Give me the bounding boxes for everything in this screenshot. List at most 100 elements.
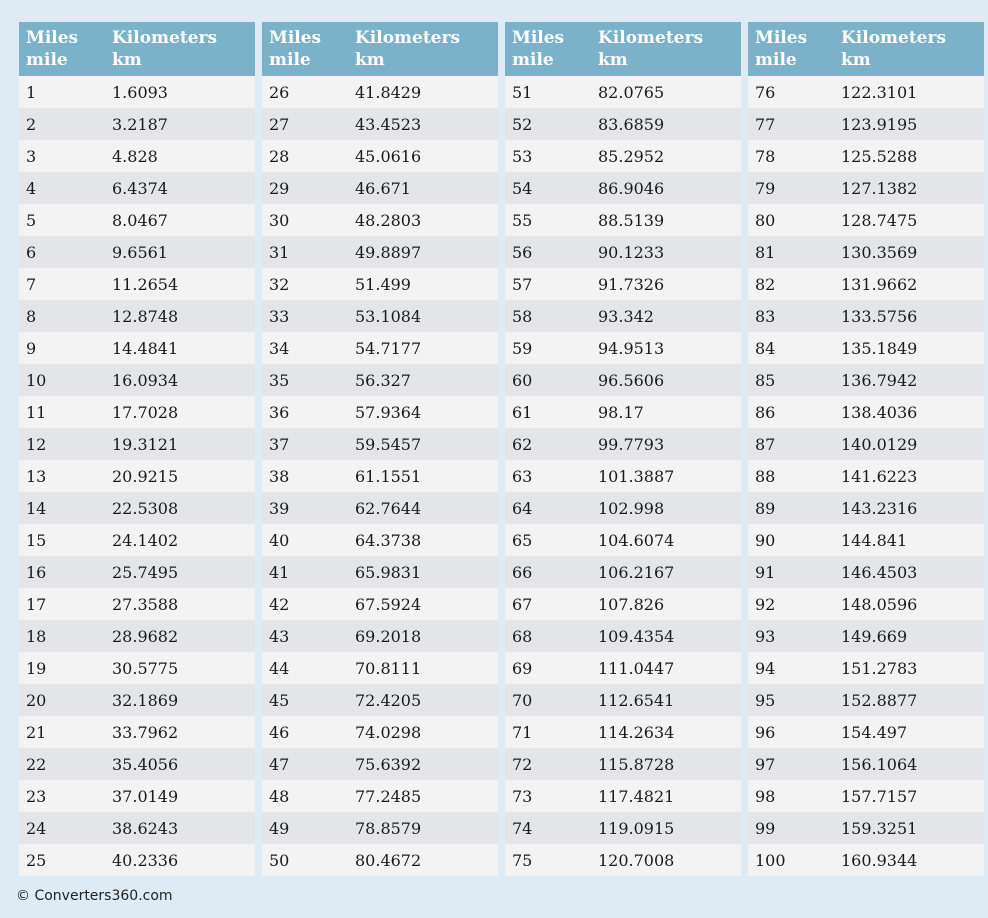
km-value: 119.0915	[591, 812, 741, 844]
miles-value: 67	[505, 588, 591, 620]
miles-value: 62	[505, 428, 591, 460]
km-value: 74.0298	[348, 716, 498, 748]
miles-value: 87	[748, 428, 834, 460]
miles-header-label: Miles	[755, 27, 808, 48]
kilometers-header-unit: km	[355, 50, 385, 70]
table-row: 11 17.7028	[19, 396, 255, 428]
kilometers-header-label: Kilometers	[841, 27, 947, 48]
miles-value: 28	[262, 140, 348, 172]
km-value: 12.8748	[105, 300, 255, 332]
miles-value: 10	[19, 364, 105, 396]
miles-value: 99	[748, 812, 834, 844]
table-row: 61 98.17	[505, 396, 741, 428]
km-value: 38.6243	[105, 812, 255, 844]
km-value: 149.669	[834, 620, 984, 652]
km-value: 78.8579	[348, 812, 498, 844]
table-row: 36 57.9364	[262, 396, 498, 428]
table-row: 27 43.4523	[262, 108, 498, 140]
km-value: 53.1084	[348, 300, 498, 332]
table-row: 42 67.5924	[262, 588, 498, 620]
km-value: 125.5288	[834, 140, 984, 172]
miles-value: 93	[748, 620, 834, 652]
km-value: 80.4672	[348, 844, 498, 876]
km-value: 98.17	[591, 396, 741, 428]
miles-value: 14	[19, 492, 105, 524]
table-row: 83 133.5756	[748, 300, 984, 332]
miles-value: 90	[748, 524, 834, 556]
miles-value: 82	[748, 268, 834, 300]
table-row: 4 6.4374	[19, 172, 255, 204]
kilometers-header-label: Kilometers	[598, 27, 704, 48]
table-row: 10 16.0934	[19, 364, 255, 396]
km-value: 1.6093	[105, 76, 255, 108]
table-row: 1 1.6093	[19, 76, 255, 108]
table-row: 49 78.8579	[262, 812, 498, 844]
miles-value: 91	[748, 556, 834, 588]
km-value: 111.0447	[591, 652, 741, 684]
miles-value: 11	[19, 396, 105, 428]
miles-column-header: Miles mile	[19, 22, 105, 76]
miles-value: 79	[748, 172, 834, 204]
km-value: 148.0596	[834, 588, 984, 620]
table-row: 55 88.5139	[505, 204, 741, 236]
km-value: 88.5139	[591, 204, 741, 236]
km-value: 35.4056	[105, 748, 255, 780]
miles-value: 12	[19, 428, 105, 460]
table-row: 75 120.7008	[505, 844, 741, 876]
miles-value: 26	[262, 76, 348, 108]
table-row: 22 35.4056	[19, 748, 255, 780]
miles-value: 89	[748, 492, 834, 524]
kilometers-column-header: Kilometers km	[348, 22, 498, 76]
miles-value: 57	[505, 268, 591, 300]
km-value: 109.4354	[591, 620, 741, 652]
table-row: 82 131.9662	[748, 268, 984, 300]
km-value: 99.7793	[591, 428, 741, 460]
table-row: 2 3.2187	[19, 108, 255, 140]
table-row: 18 28.9682	[19, 620, 255, 652]
table-row: 54 86.9046	[505, 172, 741, 204]
miles-value: 55	[505, 204, 591, 236]
miles-value: 88	[748, 460, 834, 492]
miles-value: 49	[262, 812, 348, 844]
table-row: 38 61.1551	[262, 460, 498, 492]
km-value: 48.2803	[348, 204, 498, 236]
table-row: 71 114.2634	[505, 716, 741, 748]
miles-value: 2	[19, 108, 105, 140]
miles-value: 71	[505, 716, 591, 748]
km-value: 45.0616	[348, 140, 498, 172]
miles-value: 69	[505, 652, 591, 684]
km-value: 146.4503	[834, 556, 984, 588]
km-value: 122.3101	[834, 76, 984, 108]
table-row: 21 33.7962	[19, 716, 255, 748]
table-row: 94 151.2783	[748, 652, 984, 684]
miles-value: 32	[262, 268, 348, 300]
miles-value: 70	[505, 684, 591, 716]
miles-value: 44	[262, 652, 348, 684]
miles-value: 39	[262, 492, 348, 524]
km-value: 70.8111	[348, 652, 498, 684]
table-row: 44 70.8111	[262, 652, 498, 684]
miles-value: 27	[262, 108, 348, 140]
km-value: 77.2485	[348, 780, 498, 812]
table-row: 37 59.5457	[262, 428, 498, 460]
table-row: 78 125.5288	[748, 140, 984, 172]
table-row: 68 109.4354	[505, 620, 741, 652]
km-value: 30.5775	[105, 652, 255, 684]
km-value: 94.9513	[591, 332, 741, 364]
table-row: 14 22.5308	[19, 492, 255, 524]
miles-header-label: Miles	[26, 27, 79, 48]
table-row: 43 69.2018	[262, 620, 498, 652]
km-value: 67.5924	[348, 588, 498, 620]
table-row: 76 122.3101	[748, 76, 984, 108]
km-value: 54.7177	[348, 332, 498, 364]
miles-header-unit: mile	[755, 50, 797, 70]
miles-value: 15	[19, 524, 105, 556]
table-row: 90 144.841	[748, 524, 984, 556]
km-value: 14.4841	[105, 332, 255, 364]
km-value: 91.7326	[591, 268, 741, 300]
km-value: 106.2167	[591, 556, 741, 588]
miles-value: 94	[748, 652, 834, 684]
km-value: 123.9195	[834, 108, 984, 140]
km-value: 86.9046	[591, 172, 741, 204]
kilometers-column-header: Kilometers km	[834, 22, 984, 76]
